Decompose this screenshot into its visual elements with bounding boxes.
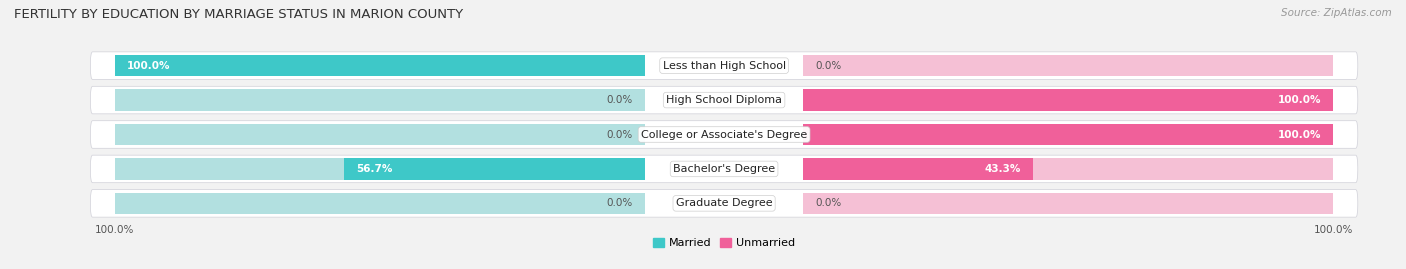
FancyBboxPatch shape: [90, 190, 1358, 217]
Text: Graduate Degree: Graduate Degree: [676, 198, 772, 208]
Bar: [803, 55, 1333, 76]
Text: 56.7%: 56.7%: [357, 164, 392, 174]
Text: 100.0%: 100.0%: [1278, 129, 1322, 140]
FancyBboxPatch shape: [90, 155, 1358, 183]
Bar: [803, 158, 1333, 180]
Bar: [115, 89, 645, 111]
Text: 0.0%: 0.0%: [815, 61, 842, 71]
Text: 0.0%: 0.0%: [815, 198, 842, 208]
FancyBboxPatch shape: [90, 52, 1358, 79]
Text: 100.0%: 100.0%: [1278, 95, 1322, 105]
Text: 43.3%: 43.3%: [984, 164, 1021, 174]
Bar: [115, 55, 645, 76]
FancyBboxPatch shape: [90, 86, 1358, 114]
Text: FERTILITY BY EDUCATION BY MARRIAGE STATUS IN MARION COUNTY: FERTILITY BY EDUCATION BY MARRIAGE STATU…: [14, 8, 463, 21]
Legend: Married, Unmarried: Married, Unmarried: [648, 233, 800, 253]
Bar: [803, 193, 1333, 214]
Text: High School Diploma: High School Diploma: [666, 95, 782, 105]
Bar: [344, 158, 645, 180]
Text: 100.0%: 100.0%: [127, 61, 170, 71]
Bar: [803, 158, 1033, 180]
Bar: [115, 158, 645, 180]
Bar: [803, 124, 1333, 145]
Text: Source: ZipAtlas.com: Source: ZipAtlas.com: [1281, 8, 1392, 18]
Bar: [115, 55, 645, 76]
Bar: [115, 193, 645, 214]
Text: Bachelor's Degree: Bachelor's Degree: [673, 164, 775, 174]
Text: 0.0%: 0.0%: [606, 198, 633, 208]
Text: 0.0%: 0.0%: [606, 95, 633, 105]
Bar: [115, 124, 645, 145]
Text: 0.0%: 0.0%: [606, 129, 633, 140]
Bar: [803, 124, 1333, 145]
FancyBboxPatch shape: [90, 121, 1358, 148]
Bar: [803, 89, 1333, 111]
Text: College or Associate's Degree: College or Associate's Degree: [641, 129, 807, 140]
Bar: [803, 89, 1333, 111]
Text: Less than High School: Less than High School: [662, 61, 786, 71]
